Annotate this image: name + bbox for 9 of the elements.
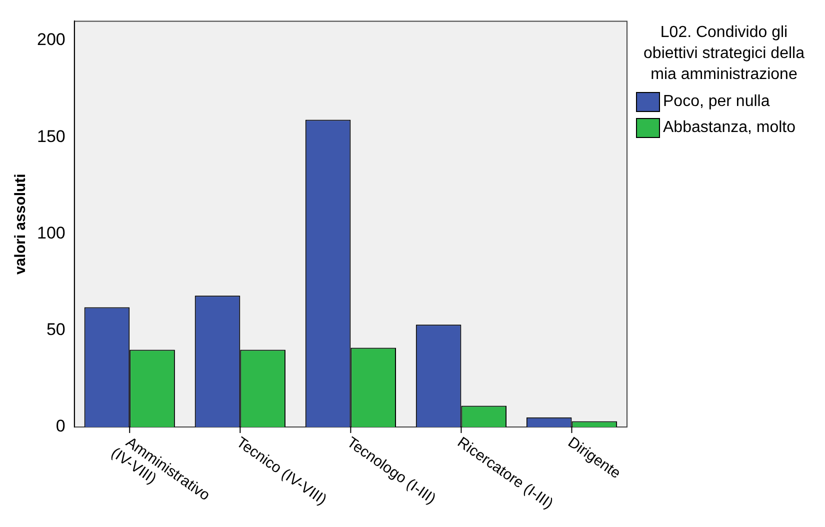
y-tick-label: 50 bbox=[46, 320, 66, 340]
legend-label: Abbastanza, molto bbox=[663, 119, 796, 137]
y-tick-label: 150 bbox=[36, 126, 66, 146]
legend-title: L02. Condivido gli obiettivi strategici della mia amministrazione bbox=[642, 23, 806, 85]
y-tick-label: 100 bbox=[36, 223, 66, 242]
y-axis-title: valori assoluti bbox=[12, 174, 30, 275]
y-tick-label: 0 bbox=[56, 416, 66, 436]
legend-label: Poco, per nulla bbox=[663, 93, 770, 111]
y-tick-label: 200 bbox=[36, 30, 66, 50]
